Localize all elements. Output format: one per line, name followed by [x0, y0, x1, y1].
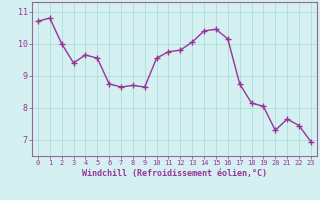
X-axis label: Windchill (Refroidissement éolien,°C): Windchill (Refroidissement éolien,°C)	[82, 169, 267, 178]
